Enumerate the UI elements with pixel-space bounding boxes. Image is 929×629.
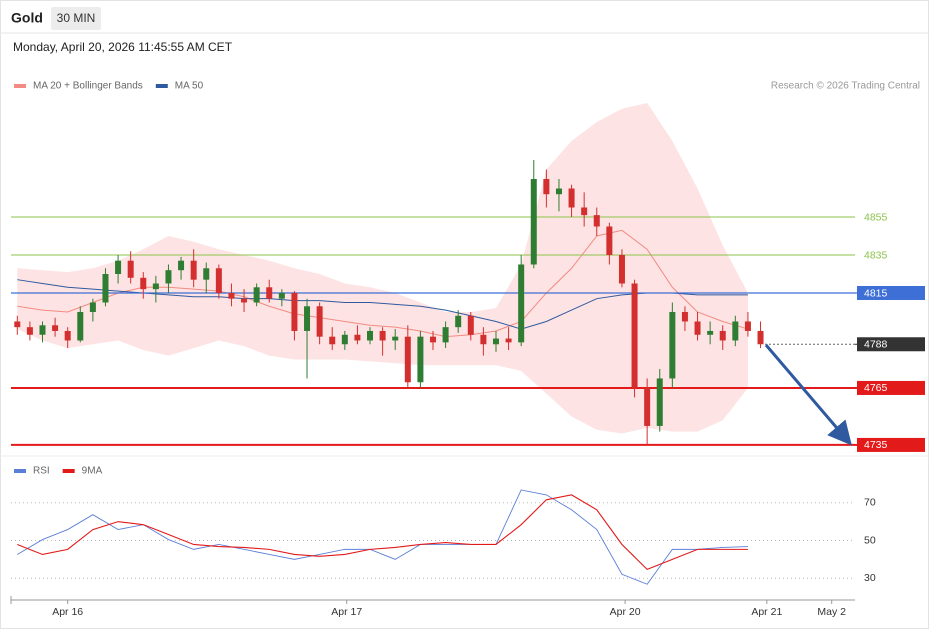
candle-body xyxy=(404,336,411,383)
level-label-box xyxy=(857,437,925,452)
candle-body xyxy=(719,330,726,341)
candle-body xyxy=(190,260,197,280)
level-label: 4815 xyxy=(864,287,888,299)
candle-body xyxy=(152,283,159,290)
candle-body xyxy=(543,179,550,195)
candle-body xyxy=(694,321,701,335)
level-label-box xyxy=(857,337,925,352)
level-label: 4765 xyxy=(864,382,888,394)
candle-body xyxy=(379,330,386,341)
legend-label: MA 20 + Bollinger Bands xyxy=(33,81,143,92)
candle-body xyxy=(115,260,122,274)
candle-body xyxy=(467,315,474,335)
timestamp: Monday, April 20, 2026 11:45:55 AM CET xyxy=(13,40,233,54)
candle-body xyxy=(430,336,436,343)
candle-body xyxy=(656,378,663,426)
candle-body xyxy=(555,188,562,195)
candle-body xyxy=(140,277,147,290)
y-tick-label: 50 xyxy=(864,534,876,546)
candle-body xyxy=(480,334,487,345)
credit: Research © 2026 Trading Central xyxy=(771,81,920,92)
level-label: 4788 xyxy=(864,339,888,351)
candle-body xyxy=(228,292,235,299)
bollinger-band xyxy=(17,103,748,434)
candle-body xyxy=(52,325,59,331)
indicator-line xyxy=(17,494,748,570)
x-tick-label: Apr 16 xyxy=(52,606,83,618)
level-label-box xyxy=(857,380,925,395)
x-tick-label: May 2 xyxy=(817,606,846,618)
candle-body xyxy=(568,188,575,208)
interval-badge[interactable] xyxy=(51,7,101,30)
legend-label: MA 50 xyxy=(175,81,204,92)
candle-body xyxy=(631,283,638,388)
candle-body xyxy=(354,334,361,341)
level-label: 4735 xyxy=(864,439,888,451)
candle-body xyxy=(581,207,588,216)
candle-body xyxy=(505,338,512,343)
candle-body xyxy=(304,306,311,331)
candle-body xyxy=(341,334,348,345)
interval[interactable]: 30 MIN xyxy=(57,11,96,25)
x-tick-label: Apr 17 xyxy=(331,606,362,618)
x-tick-label: Apr 20 xyxy=(610,606,641,618)
candle-body xyxy=(618,254,625,284)
candle-body xyxy=(669,311,676,379)
candle-body xyxy=(266,287,273,299)
candle-body xyxy=(203,268,210,280)
x-tick-label: Apr 21 xyxy=(751,606,782,618)
candle-body xyxy=(455,315,462,328)
candle-body xyxy=(606,226,613,255)
indicator-line xyxy=(17,489,748,585)
y-tick-label: 30 xyxy=(864,572,876,584)
candle-body xyxy=(178,260,185,271)
candle-body xyxy=(253,287,260,303)
candle-body xyxy=(329,336,336,345)
candle-body xyxy=(64,330,71,341)
candle-body xyxy=(644,387,651,426)
candle-body xyxy=(316,306,323,337)
candle-body xyxy=(77,311,84,341)
candle-body xyxy=(518,264,525,343)
candle-body xyxy=(102,273,109,303)
candle-body xyxy=(127,260,134,278)
candle-body xyxy=(367,330,374,341)
candle-body xyxy=(215,268,222,293)
level-label: 4855 xyxy=(864,211,888,223)
candle-body xyxy=(744,321,751,331)
candle-body xyxy=(291,292,298,331)
level-label: 4835 xyxy=(864,249,888,261)
symbol: Gold xyxy=(11,10,43,26)
candle-body xyxy=(165,270,172,284)
candle-body xyxy=(757,330,764,345)
level-label-box xyxy=(857,285,925,300)
candle-body xyxy=(241,298,248,303)
candle-body xyxy=(39,325,46,335)
forecast-arrow xyxy=(764,344,852,446)
candle-body xyxy=(707,330,714,335)
candle-body xyxy=(417,336,424,383)
moving-average xyxy=(17,229,749,338)
legend-label: RSI xyxy=(33,466,50,477)
candle-body xyxy=(89,302,96,312)
candle-body xyxy=(681,311,688,322)
candle-body xyxy=(593,215,600,227)
candle-body xyxy=(26,327,33,335)
legend-label: 9MA xyxy=(82,466,103,477)
candle-body xyxy=(14,321,21,328)
candle-body xyxy=(278,292,285,299)
y-tick-label: 70 xyxy=(864,497,876,509)
candle-body xyxy=(492,338,499,345)
candle-body xyxy=(732,321,739,341)
candle-body xyxy=(392,336,399,341)
candle-body xyxy=(530,179,537,265)
candle-body xyxy=(442,327,449,343)
